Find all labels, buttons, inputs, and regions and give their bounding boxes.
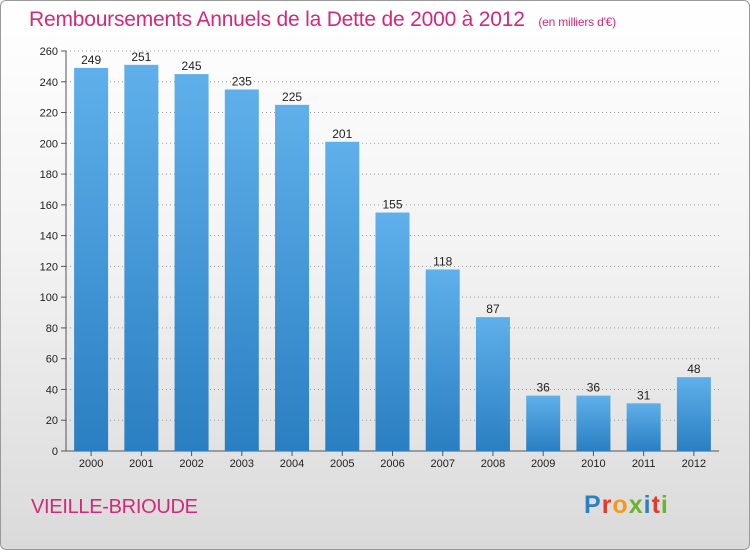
bar-2011: [626, 403, 661, 451]
logo-letter: i: [660, 491, 669, 519]
bar-2012: [676, 377, 711, 451]
x-tick-label: 2006: [380, 458, 404, 470]
data-label-2002: 245: [182, 59, 202, 73]
data-label-2012: 48: [687, 362, 701, 376]
x-tick-label: 2000: [79, 458, 103, 470]
y-tick-label: 100: [40, 292, 58, 304]
y-tick-label: 60: [46, 354, 58, 366]
proxiti-logo: Proxiti: [584, 491, 669, 520]
chart-title-text: Remboursements Annuels de la Dette de 20…: [29, 8, 525, 31]
logo-letter: i: [643, 491, 652, 519]
bar-2007: [425, 269, 460, 451]
chart-unit: (en milliers d'€): [538, 15, 616, 29]
y-tick-label: 180: [40, 169, 58, 181]
y-tick-label: 240: [40, 77, 58, 89]
logo-letter: P: [584, 491, 602, 519]
data-label-2001: 251: [131, 50, 151, 64]
logo-letter: o: [612, 491, 629, 519]
y-tick-label: 40: [46, 384, 58, 396]
bar-2010: [576, 395, 611, 451]
commune-name: VIEILLE-BRIOUDE: [31, 496, 198, 518]
x-tick-label: 2010: [581, 458, 605, 470]
data-label-2005: 201: [332, 127, 352, 141]
logo-letter: t: [651, 491, 661, 519]
y-tick-label: 80: [46, 323, 58, 335]
y-tick-label: 20: [46, 415, 58, 427]
data-label-2008: 87: [486, 302, 500, 316]
y-tick-label: 140: [40, 231, 58, 243]
chart-title: Remboursements Annuels de la Dette de 20…: [29, 8, 616, 32]
y-tick-label: 0: [52, 446, 58, 458]
bar-2002: [174, 74, 209, 452]
bar-2003: [224, 89, 259, 451]
y-tick-label: 120: [40, 261, 58, 273]
x-tick-label: 2002: [179, 458, 203, 470]
y-tick-label: 220: [40, 108, 58, 120]
logo-letter: r: [601, 491, 613, 519]
data-label-2004: 225: [282, 90, 302, 104]
x-tick-label: 2001: [129, 458, 153, 470]
bar-2001: [124, 64, 159, 451]
bar-2008: [475, 317, 510, 451]
data-label-2003: 235: [232, 74, 252, 88]
x-tick-label: 2004: [280, 458, 304, 470]
bar-2009: [526, 395, 561, 451]
data-label-2009: 36: [537, 381, 551, 395]
x-tick-label: 2005: [330, 458, 354, 470]
data-label-2000: 249: [81, 53, 101, 67]
data-labels: 249 251 245 235 225 201 155 118 87 36 36 31 48: [81, 50, 701, 402]
x-tick-label: 2012: [682, 458, 706, 470]
bar-2004: [275, 104, 310, 451]
logo-letter: x: [628, 491, 644, 519]
x-tick-label: 2007: [430, 458, 454, 470]
data-label-2010: 36: [587, 381, 601, 395]
data-label-2011: 31: [637, 388, 651, 402]
data-label-2006: 155: [382, 198, 402, 212]
x-tick-label: 2009: [531, 458, 555, 470]
bars: [74, 64, 711, 452]
x-tick-label: 2003: [230, 458, 254, 470]
x-tick-label: 2011: [632, 458, 656, 470]
y-tick-label: 160: [40, 200, 58, 212]
bar-2006: [375, 212, 410, 451]
x-tick-label: 2008: [481, 458, 505, 470]
y-tick-label: 260: [40, 46, 58, 58]
y-tick-label: 200: [40, 138, 58, 150]
bar-2005: [325, 141, 360, 451]
bar-2000: [74, 67, 109, 451]
data-label-2007: 118: [433, 254, 452, 268]
